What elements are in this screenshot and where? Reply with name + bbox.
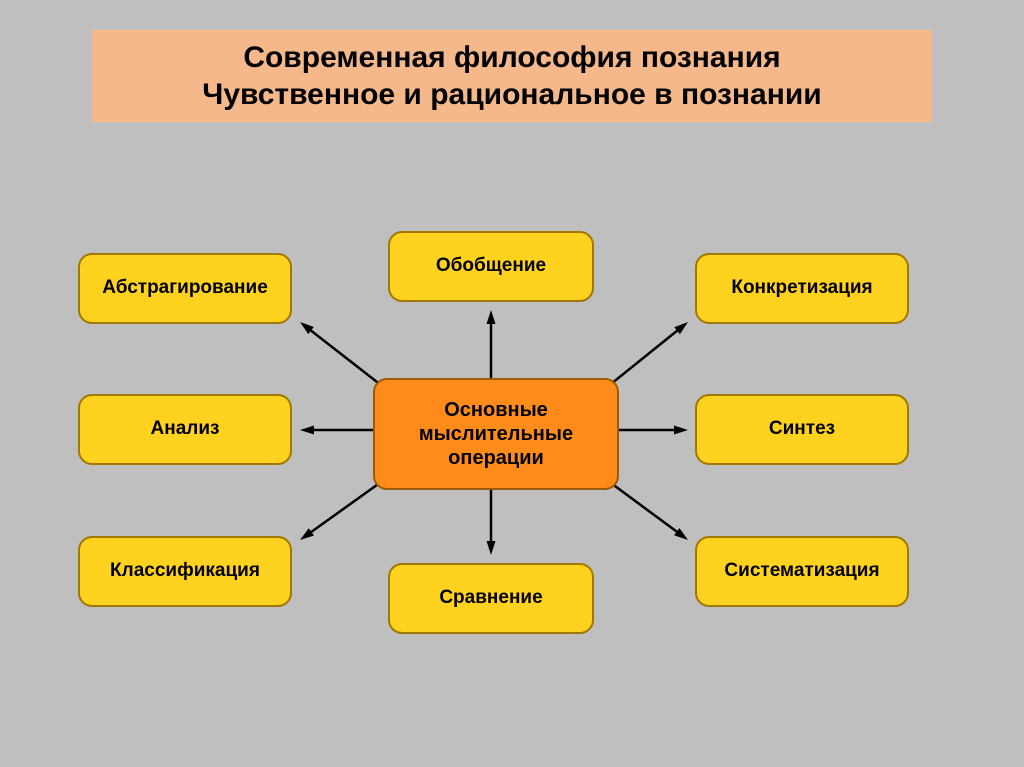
center-label: Основные мыслительные операции [375,398,617,470]
node-label: Конкретизация [731,277,872,300]
node-comparison: Сравнение [388,563,594,634]
node-label: Сравнение [439,587,542,610]
title-line-1: Современная философия познания [243,41,780,74]
title-line-2: Чувственное и рациональное в познании [202,78,821,111]
node-systematization: Систематизация [695,536,909,607]
diagram-canvas: Современная философия познания Чувственн… [0,0,1024,767]
node-generalization: Обобщение [388,231,594,302]
title-text: Современная философия познания Чувственн… [202,39,821,114]
node-analysis: Анализ [78,394,292,465]
center-node: Основные мыслительные операции [373,378,619,490]
node-label: Синтез [769,418,835,441]
node-label: Систематизация [724,560,879,583]
node-label: Абстрагирование [102,277,268,300]
node-concretization: Конкретизация [695,253,909,324]
node-abstraction: Абстрагирование [78,253,292,324]
node-synthesis: Синтез [695,394,909,465]
node-classification: Классификация [78,536,292,607]
node-label: Анализ [151,418,220,441]
node-label: Обобщение [436,255,546,278]
title-band: Современная философия познания Чувственн… [92,30,932,122]
node-label: Классификация [110,560,260,583]
